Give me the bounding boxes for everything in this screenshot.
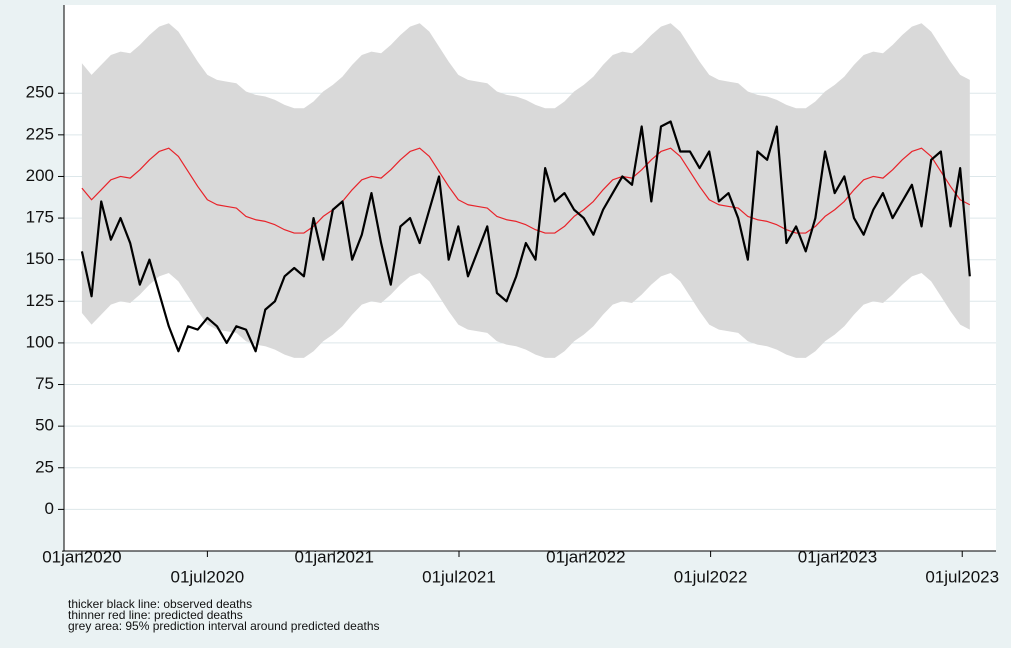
x-tick-label: 01jan2021	[295, 547, 374, 566]
y-tick-label: 0	[45, 499, 54, 518]
x-tick-label: 01jan2023	[798, 547, 877, 566]
x-tick-label: 01jul2021	[422, 567, 496, 586]
x-tick-label: 01jul2022	[674, 567, 748, 586]
y-tick-label: 75	[35, 374, 54, 393]
y-tick-label: 125	[26, 291, 54, 310]
series-line	[81, 147, 971, 234]
x-tick-label: 01jul2020	[171, 567, 245, 586]
note: thinner red line: predicted deaths	[68, 608, 243, 622]
x-tick-label: 01jul2023	[925, 567, 999, 586]
y-tick-label: 200	[26, 166, 54, 185]
note: thicker black line: observed deaths	[68, 597, 252, 611]
y-tick-label: 250	[26, 83, 54, 102]
series-line	[80, 120, 971, 353]
y-tick-label: 100	[26, 332, 54, 351]
note: grey area: 95% prediction interval aroun…	[68, 619, 380, 633]
y-tick-label: 175	[26, 208, 54, 227]
y-tick-label: 150	[26, 249, 54, 268]
y-tick-label: 50	[35, 416, 54, 435]
x-tick-label: 01jan2020	[42, 547, 121, 566]
x-tick-label: 01jan2022	[546, 547, 625, 566]
y-tick-label: 25	[35, 457, 54, 476]
y-tick-label: 225	[26, 124, 54, 143]
